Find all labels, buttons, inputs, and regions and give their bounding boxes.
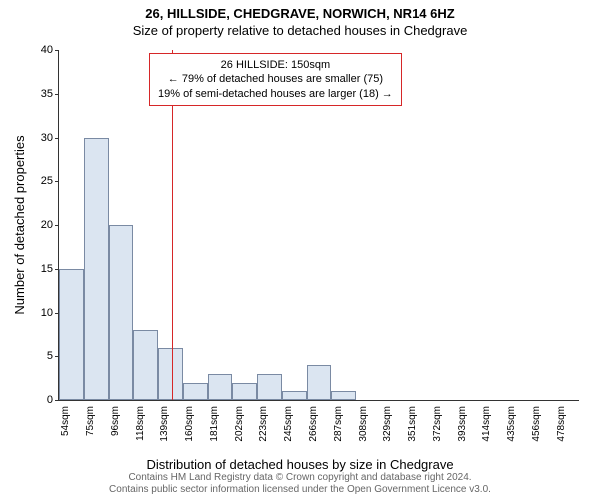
x-tick-label: 223sqm	[258, 406, 269, 442]
x-tick-label: 139sqm	[159, 406, 170, 442]
y-tick-label: 35	[29, 88, 53, 100]
y-tick-label: 5	[29, 350, 53, 362]
x-tick-label: 287sqm	[333, 406, 344, 442]
x-tick-label: 202sqm	[234, 406, 245, 442]
x-tick-label: 393sqm	[457, 406, 468, 442]
x-tick-label: 266sqm	[308, 406, 319, 442]
x-tick-label: 435sqm	[506, 406, 517, 442]
histogram-bar	[84, 138, 109, 401]
y-tick-mark	[55, 225, 59, 226]
histogram-bar	[307, 365, 332, 400]
footer-line-2: Contains public sector information licen…	[0, 484, 600, 496]
annotation-line: 26 HILLSIDE: 150sqm	[158, 58, 393, 72]
histogram-bar	[331, 391, 356, 400]
histogram-bar	[282, 391, 307, 400]
histogram-bar	[109, 225, 134, 400]
footer-attribution: Contains HM Land Registry data © Crown c…	[0, 472, 600, 496]
histogram-bar	[59, 269, 84, 400]
x-axis-label: Distribution of detached houses by size …	[0, 457, 600, 472]
x-tick-label: 245sqm	[283, 406, 294, 442]
histogram-bar	[158, 348, 183, 401]
histogram-bar	[232, 383, 257, 401]
y-axis-label: Number of detached properties	[12, 135, 27, 314]
x-tick-label: 329sqm	[382, 406, 393, 442]
y-tick-mark	[55, 94, 59, 95]
x-tick-label: 456sqm	[531, 406, 542, 442]
x-tick-label: 118sqm	[135, 406, 146, 441]
y-tick-mark	[55, 181, 59, 182]
x-tick-label: 478sqm	[556, 406, 567, 442]
annotation-line: 19% of semi-detached houses are larger (…	[158, 87, 393, 101]
x-tick-label: 351sqm	[407, 406, 418, 442]
footer-line-1: Contains HM Land Registry data © Crown c…	[0, 472, 600, 484]
histogram-bar	[208, 374, 233, 400]
histogram-bar	[133, 330, 158, 400]
x-tick-label: 54sqm	[60, 406, 71, 436]
annotation-box: 26 HILLSIDE: 150sqm← 79% of detached hou…	[149, 53, 402, 106]
x-tick-label: 160sqm	[184, 406, 195, 442]
y-tick-label: 40	[29, 44, 53, 56]
y-tick-label: 20	[29, 219, 53, 231]
y-tick-label: 30	[29, 132, 53, 144]
y-tick-label: 15	[29, 263, 53, 275]
annotation-line: ← 79% of detached houses are smaller (75…	[158, 72, 393, 86]
x-tick-label: 414sqm	[481, 406, 492, 442]
chart-plot-area: 051015202530354054sqm75sqm96sqm118sqm139…	[58, 50, 579, 401]
page-subtitle: Size of property relative to detached ho…	[0, 23, 600, 40]
y-tick-label: 25	[29, 175, 53, 187]
x-tick-label: 308sqm	[358, 406, 369, 442]
x-tick-label: 75sqm	[85, 406, 96, 436]
y-tick-mark	[55, 138, 59, 139]
histogram-bar	[183, 383, 208, 401]
page-title: 26, HILLSIDE, CHEDGRAVE, NORWICH, NR14 6…	[0, 0, 600, 23]
y-tick-mark	[55, 50, 59, 51]
y-tick-mark	[55, 400, 59, 401]
x-tick-label: 181sqm	[209, 406, 220, 442]
x-tick-label: 372sqm	[432, 406, 443, 442]
histogram-bar	[257, 374, 282, 400]
y-tick-label: 10	[29, 307, 53, 319]
x-tick-label: 96sqm	[110, 406, 121, 436]
y-tick-label: 0	[29, 394, 53, 406]
